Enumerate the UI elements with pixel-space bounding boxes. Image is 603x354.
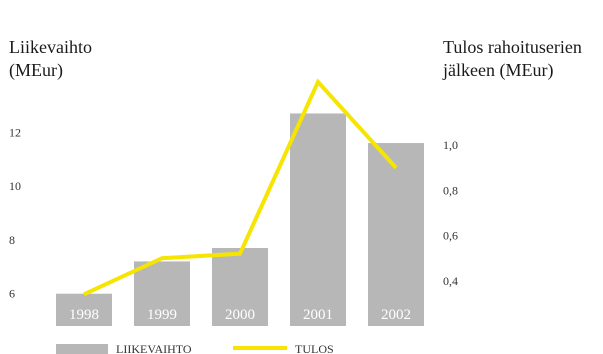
bar-1999 bbox=[134, 261, 190, 326]
bar-2002 bbox=[368, 143, 424, 326]
right-axis-title: Tulos rahoituserien jälkeen (MEur) bbox=[442, 37, 582, 81]
line-series bbox=[83, 78, 398, 297]
right-axis-title-line-2: jälkeen (MEur) bbox=[442, 60, 553, 81]
bar-2000 bbox=[212, 247, 268, 326]
category-label-2002: 2002 bbox=[381, 307, 411, 323]
left-axis-ticks: 6 8 10 12 bbox=[9, 125, 21, 300]
left-axis-title-line-1: Liikevaihto bbox=[9, 37, 92, 57]
right-tick-label-0: 0,4 bbox=[443, 274, 458, 288]
category-labels: 1998 1999 2000 2001 2002 bbox=[69, 307, 411, 323]
left-axis-title: Liikevaihto (MEur) bbox=[9, 37, 92, 81]
category-label-2001: 2001 bbox=[303, 307, 333, 323]
right-axis-title-line-1: Tulos rahoituserien bbox=[443, 37, 582, 57]
left-tick-label-3: 12 bbox=[9, 125, 21, 139]
left-axis-title-line-2: (MEur) bbox=[9, 60, 63, 81]
category-label-1998: 1998 bbox=[69, 307, 99, 323]
legend-label-tulos: TULOS bbox=[295, 342, 334, 354]
category-label-1999: 1999 bbox=[147, 307, 177, 323]
legend: LIIKEVAIHTO TULOS bbox=[56, 342, 334, 354]
right-tick-label-3: 1,0 bbox=[443, 138, 458, 152]
category-label-2000: 2000 bbox=[225, 307, 255, 323]
legend-label-liikevaihto: LIIKEVAIHTO bbox=[116, 342, 192, 354]
legend-swatch-tulos bbox=[233, 346, 287, 350]
left-tick-label-0: 6 bbox=[9, 287, 15, 301]
legend-swatch-liikevaihto bbox=[56, 344, 108, 354]
bar-2001 bbox=[290, 113, 346, 326]
left-tick-label-1: 8 bbox=[9, 233, 15, 247]
bar-series bbox=[56, 113, 424, 326]
bar-1998 bbox=[56, 293, 112, 326]
right-axis-ticks: 0,4 0,6 0,8 1,0 bbox=[443, 138, 458, 288]
right-tick-label-1: 0,6 bbox=[443, 229, 458, 243]
left-tick-label-2: 10 bbox=[9, 179, 21, 193]
right-tick-label-2: 0,8 bbox=[443, 183, 458, 197]
